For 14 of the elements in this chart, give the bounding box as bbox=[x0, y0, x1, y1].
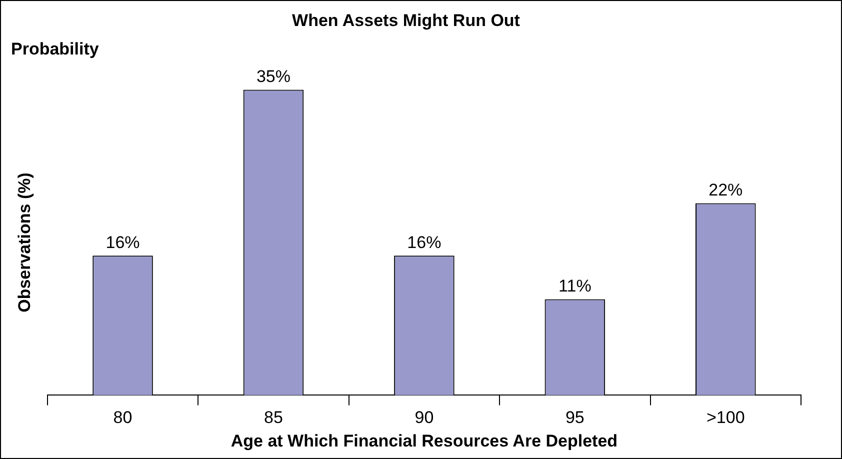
data-label: 35% bbox=[256, 66, 290, 86]
x-tick-label: 85 bbox=[264, 408, 283, 428]
data-label: 16% bbox=[106, 232, 140, 252]
data-label: 22% bbox=[708, 180, 743, 200]
y-axis-title: Observations (%) bbox=[14, 172, 34, 312]
x-axis-title: Age at Which Financial Resources Are Depleted bbox=[230, 431, 618, 450]
x-tick-label: 90 bbox=[414, 408, 434, 428]
chart-subtitle: Probability bbox=[11, 39, 100, 58]
chart-title: When Assets Might Run Out bbox=[292, 10, 520, 30]
x-tick-label: >100 bbox=[706, 408, 745, 428]
data-label: 16% bbox=[407, 232, 442, 252]
x-tick-label: 95 bbox=[565, 408, 584, 428]
x-tick-label: 80 bbox=[113, 408, 132, 428]
data-label: 11% bbox=[558, 276, 592, 296]
